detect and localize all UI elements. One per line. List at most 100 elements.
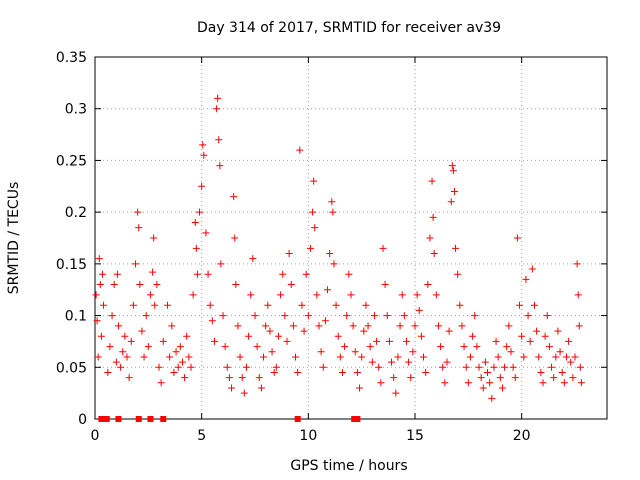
- tick-labels: 0 0.05 0.1 0.15 0.2 0.25 0.3 0.35 0 5 10 15 20: [56, 50, 531, 444]
- data-point: [402, 337, 410, 345]
- x-tick-label: 15: [406, 428, 424, 444]
- data-point: [575, 322, 583, 330]
- data-point: [153, 281, 161, 289]
- data-point: [565, 337, 573, 345]
- data-point: [219, 312, 227, 320]
- data-point: [202, 229, 210, 237]
- data-point: [100, 301, 108, 309]
- data-point: [326, 250, 334, 258]
- data-point: [300, 327, 308, 335]
- data-point: [113, 270, 121, 278]
- data-point: [281, 312, 289, 320]
- data-point: [466, 353, 474, 361]
- data-point: [159, 337, 167, 345]
- data-point: [294, 368, 302, 376]
- data-point: [562, 353, 570, 361]
- data-point: [560, 379, 568, 387]
- data-point: [274, 332, 282, 340]
- y-tick-label: 0.15: [56, 257, 87, 273]
- data-point: [443, 358, 451, 366]
- data-point: [123, 353, 131, 361]
- data-point: [93, 317, 101, 325]
- data-point: [373, 337, 381, 345]
- data-point: [422, 368, 430, 376]
- data-point: [253, 343, 261, 351]
- data-point: [441, 379, 449, 387]
- data-point: [262, 322, 270, 330]
- data-point: [125, 374, 133, 382]
- data-point: [366, 343, 374, 351]
- data-point: [379, 244, 387, 252]
- data-point: [471, 312, 479, 320]
- data-point: [501, 363, 509, 371]
- data-point: [242, 363, 250, 371]
- data-point: [187, 363, 195, 371]
- data-point: [537, 368, 545, 376]
- data-point: [577, 379, 585, 387]
- data-point: [192, 244, 200, 252]
- data-point: [114, 322, 122, 330]
- data-point: [127, 337, 135, 345]
- data-point: [417, 332, 425, 340]
- data-point: [573, 260, 581, 268]
- data-point: [509, 363, 517, 371]
- data-point: [409, 348, 417, 356]
- data-point: [289, 322, 297, 330]
- data-point: [172, 348, 180, 356]
- data-point: [249, 255, 257, 263]
- grid-lines: [95, 57, 607, 419]
- data-point: [449, 167, 457, 175]
- data-point: [505, 322, 513, 330]
- data-point: [330, 260, 338, 268]
- data-point: [552, 353, 560, 361]
- data-point: [528, 265, 536, 273]
- data-point: [319, 363, 327, 371]
- data-point: [469, 332, 477, 340]
- data-point: [574, 291, 582, 299]
- data-point: [415, 306, 423, 314]
- data-point: [405, 358, 413, 366]
- data-point: [411, 322, 419, 330]
- data-point: [434, 322, 442, 330]
- zero-point-marker: [354, 416, 361, 422]
- data-point: [215, 136, 223, 144]
- y-tick-label: 0: [78, 412, 87, 428]
- data-point: [375, 363, 383, 371]
- x-tick-label: 20: [513, 428, 531, 444]
- data-point: [496, 374, 504, 382]
- data-point: [428, 177, 436, 185]
- data-point: [454, 270, 462, 278]
- data-point: [535, 353, 543, 361]
- data-point: [206, 301, 214, 309]
- data-point: [168, 322, 176, 330]
- data-point: [522, 275, 530, 283]
- data-point: [94, 353, 102, 361]
- data-point: [191, 218, 199, 226]
- data-point: [251, 312, 259, 320]
- data-point: [98, 270, 106, 278]
- data-point: [234, 322, 242, 330]
- data-point: [356, 384, 364, 392]
- data-point: [92, 291, 100, 299]
- zero-point-marker: [115, 416, 122, 422]
- data-point: [460, 343, 468, 351]
- data-point: [104, 368, 112, 376]
- data-point: [134, 208, 142, 216]
- data-point: [490, 363, 498, 371]
- data-point: [270, 368, 278, 376]
- zero-point-marker: [135, 416, 142, 422]
- data-point: [132, 260, 140, 268]
- data-point: [260, 353, 268, 361]
- data-point: [498, 384, 506, 392]
- data-point: [106, 343, 114, 351]
- data-point: [174, 363, 182, 371]
- zero-point-marker: [160, 416, 167, 422]
- data-point: [388, 358, 396, 366]
- data-point: [149, 268, 157, 276]
- data-point: [183, 332, 191, 340]
- chart-title: Day 314 of 2017, SRMTID for receiver av3…: [197, 20, 501, 36]
- data-point: [96, 281, 104, 289]
- data-point: [390, 374, 398, 382]
- data-point: [420, 353, 428, 361]
